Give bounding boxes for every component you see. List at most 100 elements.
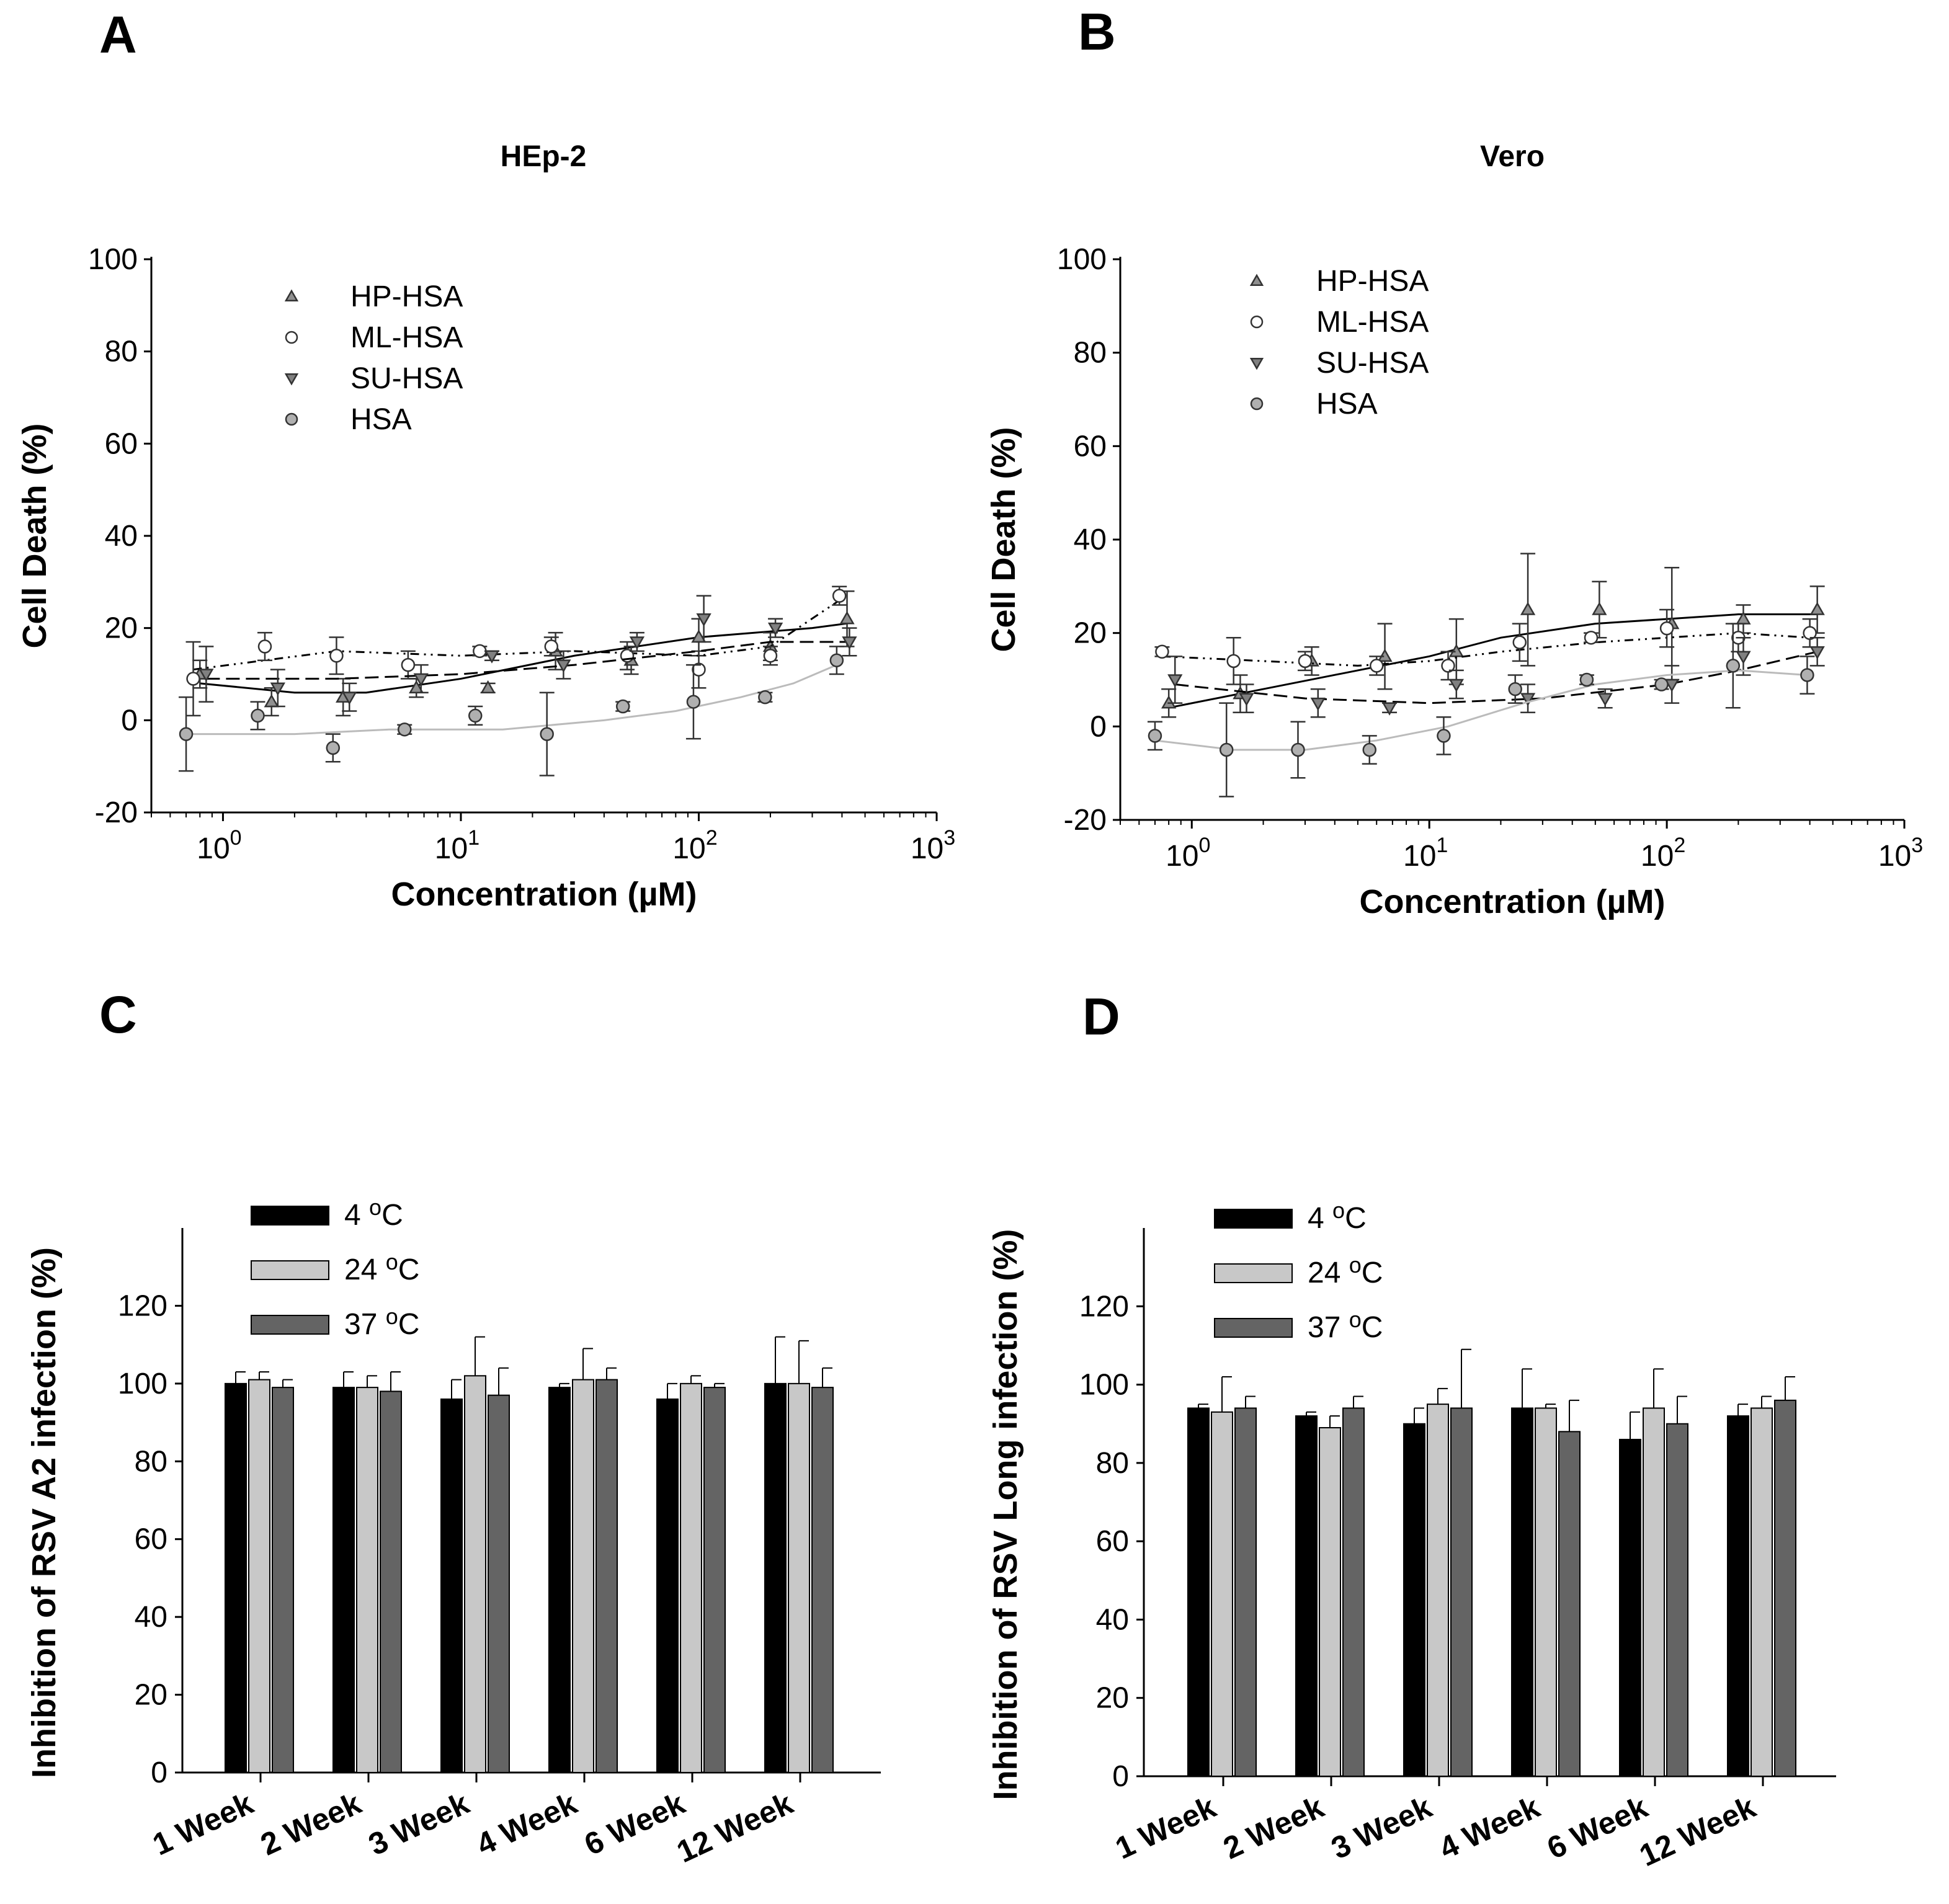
bar (1511, 1407, 1533, 1777)
legend-marker (285, 331, 298, 344)
y-tick-label: 80 (105, 336, 138, 368)
data-point (1520, 693, 1536, 706)
bar-group (225, 1371, 294, 1774)
bar (1403, 1423, 1425, 1777)
category-label: 4 Week (471, 1786, 582, 1862)
bar (572, 1379, 594, 1773)
legend-label: 37 oC (1308, 1307, 1383, 1344)
series-ml-hsa (1154, 608, 1817, 685)
data-point (1448, 678, 1464, 693)
y-tick-label: 20 (1074, 617, 1107, 650)
data-point (1809, 646, 1825, 660)
legend-marker (1250, 315, 1264, 329)
legend-a: HP-HSA ML-HSA SU-HSA HSA (284, 280, 463, 436)
data-point (1726, 659, 1741, 673)
data-point (1362, 742, 1377, 757)
data-point (1800, 668, 1814, 682)
series-hsa (1147, 623, 1815, 798)
bar-group (1619, 1368, 1688, 1777)
panel-label-a: A (99, 6, 137, 64)
legend-swatch (251, 1206, 329, 1226)
data-point (186, 672, 200, 686)
series-hsa (179, 646, 844, 776)
category-label: 12 Week (671, 1786, 798, 1869)
legend-swatch (251, 1315, 329, 1335)
legend-label: HSA (1316, 388, 1378, 420)
y-axis-label-c: Inhibition of RSV A2 infection (%) (25, 1247, 63, 1778)
bar (656, 1398, 679, 1773)
panel-label-d: D (1082, 987, 1120, 1046)
legend-label: 24 oC (1308, 1252, 1383, 1289)
y-tick-label: 20 (1096, 1682, 1129, 1715)
bar (1295, 1415, 1318, 1777)
category-label: 1 Week (1110, 1789, 1221, 1866)
data-point (257, 639, 272, 654)
y-tick-label: 60 (135, 1523, 167, 1556)
bar (1450, 1407, 1473, 1777)
chart-title-b: Vero (1480, 140, 1545, 173)
bar (1211, 1411, 1233, 1777)
y-tick-label: 20 (105, 612, 138, 645)
bar (788, 1382, 810, 1774)
data-point (1659, 621, 1674, 636)
axes-a: -20 0 20 40 60 80 100 100 101 102 103 (88, 243, 955, 865)
y-tick-label: 100 (1079, 1369, 1129, 1402)
data-point (329, 649, 344, 663)
category-label: 2 Week (256, 1786, 367, 1862)
data-point (1291, 742, 1305, 757)
legend-label: HP-HSA (350, 280, 463, 313)
data-point (1809, 602, 1825, 615)
bar-group (440, 1336, 510, 1773)
data-point (326, 741, 341, 755)
data-point (401, 657, 416, 672)
data-point (1592, 602, 1607, 615)
legend-swatch (1214, 1318, 1293, 1338)
chart-a-hep2: HEp-2 -20 0 20 40 60 80 100 100 101 102 103 Concentr… (16, 140, 955, 913)
data-point (1579, 672, 1594, 687)
legend-label: 37 oC (344, 1304, 419, 1341)
data-point (1310, 697, 1326, 711)
bar (1535, 1407, 1557, 1777)
category-label: 1 Week (148, 1786, 259, 1862)
x-tick-label: 103 (911, 826, 955, 865)
legend-marker (1249, 274, 1264, 286)
category-label: 4 Week (1434, 1789, 1545, 1866)
category-label: 6 Week (579, 1786, 690, 1862)
data-point (686, 695, 701, 709)
bar (1319, 1427, 1341, 1777)
y-axis-label-a: Cell Death (%) (16, 423, 53, 648)
fit-curve (1175, 651, 1817, 705)
x-tick-label: 101 (1403, 834, 1448, 873)
data-point (1597, 693, 1613, 706)
legend-label: ML-HSA (350, 321, 463, 354)
legend-label: 4 oC (344, 1194, 403, 1232)
y-tick-label: 60 (105, 427, 138, 460)
data-point (1167, 674, 1183, 688)
bar (225, 1382, 247, 1774)
data-point (264, 694, 279, 708)
axes-d: 0 20 40 60 80 100 120 (1079, 1228, 1836, 1793)
bar (332, 1387, 355, 1774)
data-point (1148, 729, 1162, 743)
legend-label: SU-HSA (350, 362, 463, 395)
data-point (1239, 693, 1254, 706)
legend-label: 24 oC (344, 1249, 419, 1286)
bar-group (1187, 1376, 1257, 1777)
fit-curve (206, 641, 850, 680)
y-tick-label: 20 (135, 1679, 167, 1712)
category-label: 3 Week (363, 1786, 475, 1862)
y-tick-label: 80 (1096, 1447, 1129, 1480)
y-tick-label: 0 (1112, 1760, 1129, 1793)
series-su-hsa (1167, 636, 1825, 718)
chart-b-vero: Vero -20 0 20 40 60 80 100 100 101 102 103 Concentra… (985, 140, 1923, 920)
data-point (413, 673, 429, 687)
bar-group (1727, 1376, 1796, 1777)
y-tick-label: 60 (1074, 430, 1107, 463)
data-point (615, 699, 630, 714)
legend-c: 4 oC 24 oC 37 oC (251, 1194, 419, 1341)
bar (356, 1387, 378, 1774)
legend-marker (1249, 358, 1264, 370)
bar (1774, 1399, 1796, 1777)
data-point (829, 653, 844, 667)
